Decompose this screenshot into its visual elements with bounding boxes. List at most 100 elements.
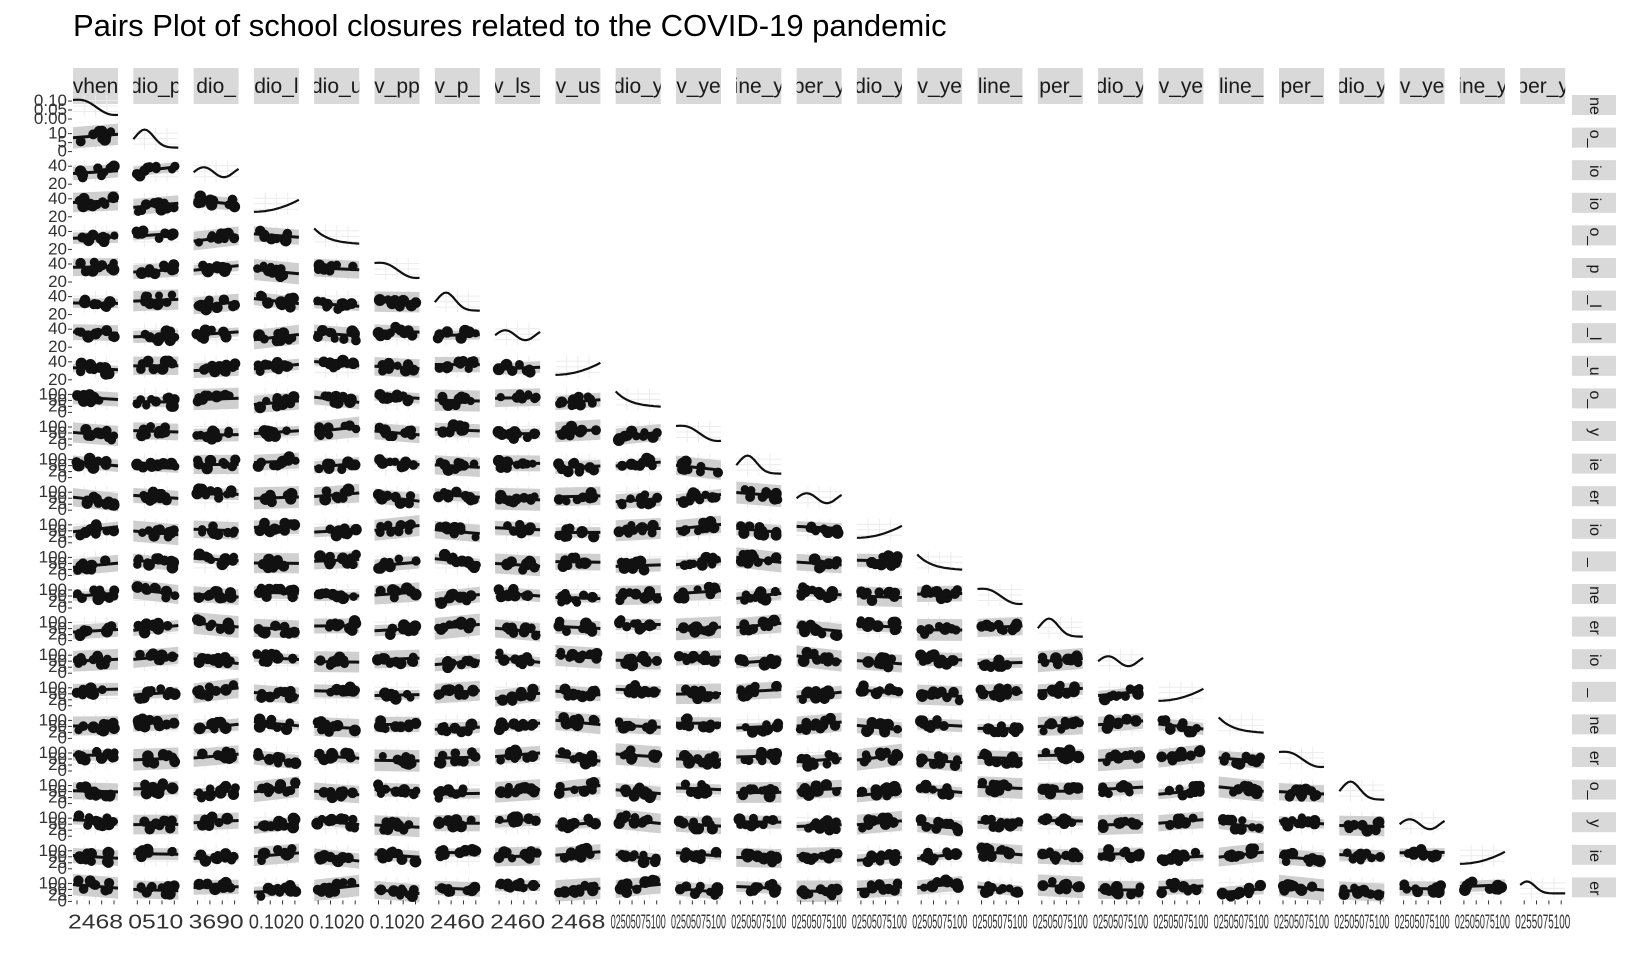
right-strip: er <box>1572 877 1616 898</box>
scatter-panel <box>71 681 119 704</box>
scatter-panel <box>193 190 241 215</box>
data-point <box>405 491 416 501</box>
fit-line <box>253 297 300 306</box>
scatter-panel <box>615 779 661 804</box>
data-point <box>221 812 234 825</box>
data-point <box>438 548 451 561</box>
scatter-panel <box>796 582 842 606</box>
scatter-panel <box>976 616 1023 639</box>
fit-line <box>434 333 480 337</box>
scatter-panel <box>1037 648 1083 673</box>
top-strip-label: dio_u <box>311 75 362 98</box>
right-strip-bg <box>1572 551 1616 572</box>
data-point <box>85 397 96 408</box>
top-strip: v_ls_ <box>495 68 540 104</box>
data-point <box>471 533 480 542</box>
right-strip-label: y <box>1586 428 1603 436</box>
scatter-panel <box>374 388 420 411</box>
data-point <box>151 459 164 472</box>
fit-line <box>736 658 782 665</box>
data-point <box>866 556 878 569</box>
scatter-panel <box>133 747 181 771</box>
fit-line <box>72 687 119 692</box>
scatter-panel <box>314 518 362 542</box>
scatter-panel <box>1097 746 1146 772</box>
fit-line <box>675 757 722 762</box>
fit-line <box>374 364 420 371</box>
scatter-panel <box>553 453 601 478</box>
scatter-panel <box>253 355 300 378</box>
fit-line <box>193 621 239 629</box>
scatter-panel <box>856 714 903 738</box>
top-strip: line_ <box>1218 68 1264 104</box>
data-point <box>687 487 699 499</box>
right-strip-bg <box>1572 681 1616 702</box>
scatter-panel <box>555 551 601 574</box>
top-strip-label: dio_p <box>130 75 181 98</box>
fit-line <box>555 428 601 434</box>
right-strips: neo_ioioo_p_l_l_uo_yieerio_neerio_neero_… <box>1572 95 1616 898</box>
data-point <box>348 724 361 737</box>
scatter-panel <box>555 747 601 770</box>
fit-line <box>615 687 661 693</box>
scatter-panel <box>374 515 420 541</box>
scatter-panel <box>796 518 844 541</box>
density-panel <box>614 388 661 411</box>
scatter-panel <box>372 321 420 346</box>
data-point <box>330 334 339 343</box>
top-strip: dio_l <box>253 68 299 104</box>
scatter-panel <box>131 225 179 248</box>
scatter-panel <box>314 615 362 639</box>
density-panel <box>494 323 541 346</box>
scatter-panel <box>795 712 842 737</box>
density-panel <box>1338 779 1385 802</box>
scatter-panel <box>191 323 239 346</box>
fit-line <box>314 528 360 534</box>
scatter-panel <box>555 388 601 411</box>
scatter-panel <box>72 779 119 802</box>
data-point <box>561 626 571 636</box>
density-curve <box>977 587 1023 606</box>
scatter-panel <box>72 257 120 280</box>
fit-line <box>72 460 119 468</box>
fit-line <box>615 460 661 468</box>
scatter-panel <box>133 323 180 347</box>
data-point <box>103 368 115 380</box>
right-strip-label: io <box>1586 654 1603 667</box>
fit-line <box>374 758 420 763</box>
fit-line <box>977 624 1023 630</box>
scatter-panel <box>796 681 842 705</box>
data-point <box>83 820 93 830</box>
fit-line <box>675 655 722 660</box>
data-point <box>348 618 359 629</box>
scatter-panel <box>735 547 782 574</box>
fit-line <box>1037 723 1083 729</box>
scatter-panel <box>252 648 299 672</box>
data-point <box>137 225 149 237</box>
top-strip-bg <box>615 68 661 104</box>
top-strip: v_ye <box>1158 68 1204 104</box>
data-point <box>154 234 164 243</box>
scatter-panel <box>612 421 662 446</box>
right-strip-bg <box>1572 421 1616 441</box>
scatter-panel <box>253 713 300 737</box>
scatter-panel <box>434 518 480 543</box>
fit-line <box>675 691 722 696</box>
right-strip-bg <box>1572 584 1616 604</box>
right-strip-label: ne <box>1586 97 1603 115</box>
right-strip-bg <box>1572 779 1616 800</box>
fit-line <box>133 334 179 339</box>
data-point <box>156 684 166 694</box>
scatter-panel <box>915 681 964 707</box>
scatter-panel <box>374 453 420 476</box>
fit-line <box>555 464 601 470</box>
top-strip: dio_u <box>311 68 362 104</box>
scatter-panel <box>252 747 302 770</box>
scatter-panel <box>72 160 120 183</box>
fit-line <box>1037 657 1083 664</box>
data-point <box>640 490 650 499</box>
density-panel <box>1036 616 1083 639</box>
data-point <box>647 498 657 508</box>
fit-line <box>856 558 902 563</box>
scatter-panel <box>193 355 241 379</box>
